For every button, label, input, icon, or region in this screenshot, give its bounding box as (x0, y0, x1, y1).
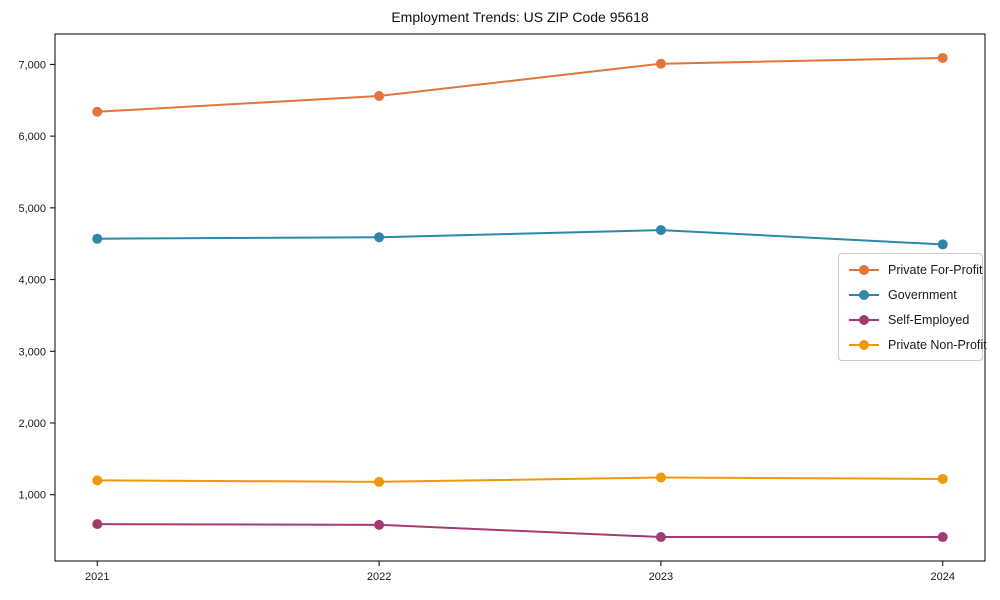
legend-marker-icon (849, 264, 879, 275)
x-tick-label: 2024 (930, 571, 954, 583)
legend-label: Private Non-Profit (888, 337, 987, 352)
series-line-private-for-profit (97, 56, 943, 113)
legend-label: Private For-Profit (888, 262, 983, 277)
data-point-government (655, 225, 666, 236)
y-tick-label: 6,000 (18, 131, 46, 143)
data-point-private-non-profit (937, 473, 948, 484)
data-point-private-for-profit (374, 90, 385, 101)
legend-item-private-non-profit: Private Non-Profit (843, 338, 987, 352)
series-line-self-employed (97, 523, 943, 539)
y-tick-label: 3,000 (18, 346, 46, 358)
axes-spines (54, 33, 986, 562)
y-tick-label: 1,000 (18, 490, 46, 502)
data-point-private-non-profit (655, 472, 666, 483)
data-point-private-non-profit (374, 476, 385, 487)
chart-title: Employment Trends: US ZIP Code 95618 (391, 9, 649, 25)
data-point-self-employed (92, 519, 103, 530)
legend-item-government: Government (843, 288, 978, 302)
data-point-private-for-profit (655, 58, 666, 69)
data-point-self-employed (374, 519, 385, 530)
y-tick-label: 2,000 (18, 418, 46, 430)
data-point-private-for-profit (92, 106, 103, 117)
data-point-self-employed (655, 532, 666, 543)
x-tick-label: 2023 (649, 571, 673, 583)
legend-label: Government (888, 287, 957, 302)
data-point-private-for-profit (937, 52, 948, 63)
legend-item-private-for-profit: Private For-Profit (843, 263, 982, 277)
x-tick-label: 2022 (367, 571, 391, 583)
series-line-private-non-profit (97, 476, 943, 483)
data-point-government (374, 232, 385, 243)
legend-label: Self-Employed (888, 312, 970, 327)
data-point-private-non-profit (92, 475, 103, 486)
y-tick-label: 4,000 (18, 275, 46, 287)
legend-marker-icon (849, 289, 879, 300)
data-point-self-employed (937, 532, 948, 543)
data-point-government (92, 233, 103, 244)
x-tick-label: 2021 (85, 571, 109, 583)
y-tick-label: 5,000 (18, 203, 46, 215)
y-tick-label: 7,000 (18, 59, 46, 71)
legend-marker-icon (849, 314, 879, 325)
series-line-government (97, 229, 943, 246)
data-point-government (937, 239, 948, 250)
legend: Private For-Profit Government Self-Employe… (838, 253, 987, 361)
legend-marker-icon (849, 339, 879, 350)
legend-item-self-employed: Self-Employed (843, 313, 978, 327)
